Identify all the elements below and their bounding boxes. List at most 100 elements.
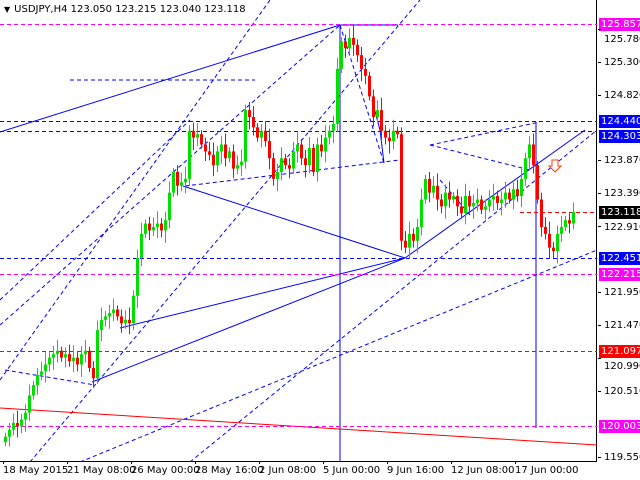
candle: [152, 217, 155, 236]
time-tick: 2 Jun 08:00: [259, 461, 317, 476]
candle-body: [140, 233, 143, 258]
candle-body: [432, 185, 435, 193]
candle-body: [56, 350, 59, 355]
level-label: 124.303: [599, 130, 640, 143]
candle: [72, 345, 75, 373]
candle: [480, 195, 483, 214]
candle: [356, 39, 359, 62]
candle-body: [500, 199, 503, 203]
candle-body: [448, 192, 451, 200]
time-tick: 12 Jun 08:00: [451, 461, 515, 476]
candle: [400, 127, 403, 251]
candle-body: [476, 199, 479, 203]
candle-body: [268, 141, 271, 159]
candle-body: [344, 41, 347, 49]
price-tick-mark: [598, 95, 601, 96]
candle-body: [428, 178, 431, 193]
candle: [328, 125, 331, 145]
candle-body: [552, 247, 555, 252]
price-tick: 124.820: [604, 89, 640, 101]
chart-plot-area[interactable]: ▼ USDJPY,H4 123.050 123.215 123.040 123.1…: [0, 0, 597, 462]
candle: [268, 128, 271, 170]
candle-body: [52, 354, 55, 358]
candle: [532, 133, 535, 174]
candle: [340, 37, 343, 73]
candle-body: [156, 223, 159, 227]
candle-body: [148, 223, 151, 231]
channel-line: [4, 369, 96, 386]
candle-body: [176, 172, 179, 186]
zigzag-line: [379, 129, 385, 164]
candle: [156, 211, 159, 238]
candle: [76, 352, 79, 372]
candle: [544, 217, 547, 240]
chart-title: ▼ USDJPY,H4 123.050 123.215 123.040 123.1…: [4, 4, 246, 15]
candle: [100, 307, 103, 342]
candle: [464, 183, 467, 225]
candle: [472, 194, 475, 219]
candle-body: [12, 422, 15, 430]
channel-line: [0, 24, 341, 326]
candle: [240, 149, 243, 177]
candle: [200, 130, 203, 149]
candle: [128, 307, 131, 335]
channel-line: [79, 249, 597, 462]
candle: [568, 213, 571, 234]
candle: [284, 154, 287, 170]
candle: [260, 123, 263, 148]
candle: [336, 57, 339, 133]
candle: [28, 384, 31, 421]
candle-body: [72, 357, 75, 362]
candle-body: [64, 354, 67, 358]
candle-body: [396, 130, 399, 135]
high-value: 123.215: [115, 4, 157, 15]
candle: [512, 182, 515, 210]
candle: [468, 190, 471, 214]
candle-body: [116, 309, 119, 317]
candle: [496, 190, 499, 210]
candle: [108, 304, 111, 329]
candle-body: [572, 212, 575, 224]
candle-body: [136, 257, 139, 296]
candle: [428, 172, 431, 203]
candle-body: [296, 144, 299, 152]
candle: [84, 339, 87, 363]
candle: [24, 404, 27, 432]
candle: [516, 179, 519, 202]
candle-body: [528, 144, 531, 159]
candle: [216, 145, 219, 172]
candle-body: [240, 161, 243, 166]
symbol-label: USDJPY,H4: [14, 4, 68, 15]
price-tick: 121.470: [604, 319, 640, 331]
candle: [132, 290, 135, 331]
candle-body: [516, 189, 519, 197]
candle: [396, 126, 399, 139]
candle-body: [184, 178, 187, 183]
candle: [256, 123, 259, 142]
candle-body: [16, 422, 19, 427]
low-value: 123.040: [159, 4, 202, 15]
candle: [376, 100, 379, 123]
candle: [8, 422, 11, 447]
price-tick-mark: [598, 226, 601, 228]
candle-body: [404, 240, 407, 248]
candle-body: [368, 75, 371, 97]
candle-body: [388, 137, 391, 142]
candle-body: [400, 134, 403, 241]
close-value: 123.118: [204, 4, 246, 15]
price-tick-mark: [598, 160, 601, 162]
dropdown-triangle-icon[interactable]: ▼: [4, 5, 11, 14]
candle: [392, 119, 395, 150]
time-tick: 18 May 2015: [3, 461, 69, 476]
candle-body: [228, 151, 231, 159]
channel-line: [0, 0, 271, 381]
candle: [20, 414, 23, 434]
candle: [52, 345, 55, 370]
candle-body: [564, 220, 567, 227]
candle: [312, 143, 315, 177]
candle-body: [460, 206, 463, 214]
candle-body: [408, 233, 411, 248]
candle: [104, 310, 107, 327]
candle: [440, 194, 443, 214]
candle: [272, 152, 275, 186]
